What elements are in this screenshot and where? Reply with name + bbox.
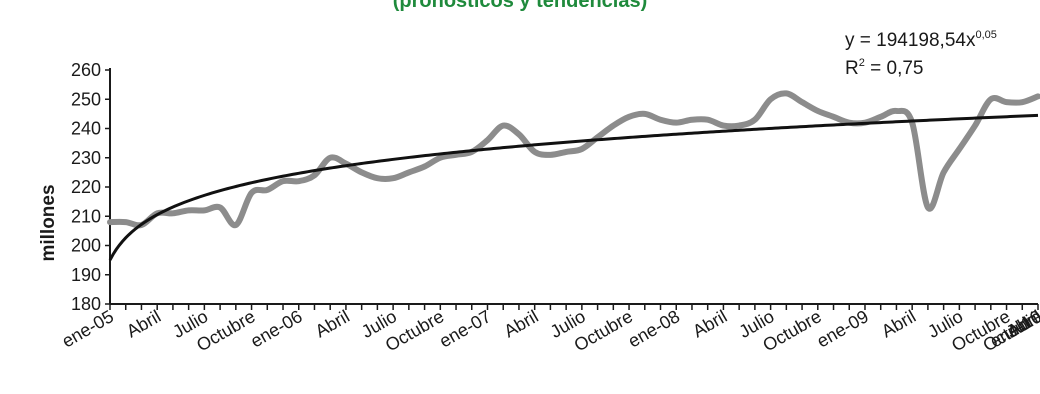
y-tick-label: 260: [71, 60, 101, 80]
series-point: [549, 154, 552, 156]
series-point: [533, 151, 536, 153]
series-point: [203, 209, 206, 212]
series-point: [706, 118, 709, 121]
x-tick-label: Abril: [500, 306, 541, 341]
series-point: [974, 124, 976, 127]
series-point: [612, 124, 615, 127]
series-point: [769, 98, 772, 101]
y-tick-label: 230: [71, 148, 101, 168]
series-point: [691, 118, 693, 121]
series-point: [219, 206, 221, 209]
x-axis-ticks: [109, 304, 1039, 310]
series-point: [817, 110, 819, 112]
x-tick-label: ene-06: [247, 306, 306, 351]
series-point: [439, 156, 442, 159]
series-line: [107, 90, 1040, 229]
trendline: [108, 113, 1039, 261]
series-point: [360, 171, 363, 174]
y-tick-label: 180: [71, 294, 101, 314]
series-point: [628, 116, 630, 118]
x-tick-label: Abril: [878, 306, 919, 341]
y-tick-label: 190: [71, 265, 101, 285]
series-point: [345, 162, 347, 165]
series-point: [722, 124, 725, 127]
axes: [109, 68, 1038, 305]
trend-equation-exponent: 0,05: [975, 29, 996, 41]
series-point: [565, 151, 567, 153]
series-point: [942, 171, 945, 174]
y-axis-ticks: 180 190 200 210 220 230 240 250 260: [71, 60, 110, 314]
series-point: [109, 221, 111, 223]
y-tick-label: 210: [71, 206, 101, 226]
y-tick-label: 250: [71, 89, 101, 109]
y-tick-label: 220: [71, 177, 101, 197]
series-point: [895, 110, 898, 112]
series-point: [1005, 101, 1008, 103]
x-tick-label: Abril: [123, 306, 164, 341]
y-tick-label: 200: [71, 236, 101, 256]
series-point: [596, 136, 599, 139]
series-point: [376, 177, 379, 180]
series-point: [172, 212, 174, 215]
series-point: [518, 133, 520, 136]
series-point: [1037, 95, 1039, 98]
series-point: [958, 148, 961, 150]
series-point: [785, 92, 788, 95]
series-point: [801, 101, 803, 103]
series-point: [754, 118, 756, 121]
series-point: [423, 165, 426, 168]
series-point: [250, 192, 253, 194]
x-tick-label: ene-09: [813, 306, 872, 351]
series-point: [392, 177, 394, 180]
series-point: [235, 224, 237, 226]
series-point: [124, 221, 127, 223]
x-tick-label: ene-07: [436, 306, 495, 351]
x-tick-label: Abril: [312, 306, 353, 341]
series-point: [927, 206, 929, 209]
series-point: [408, 171, 410, 174]
series-point: [313, 174, 316, 177]
series-point: [738, 124, 740, 127]
series-point: [282, 180, 284, 182]
series-point: [659, 118, 662, 121]
trend-r-squared: R2 = 0,75: [845, 57, 924, 79]
series-point: [329, 156, 332, 159]
plot-area: [107, 90, 1040, 261]
r2-label: R: [845, 58, 859, 79]
chart-subtitle: (pronósticos y tendencias): [393, 0, 648, 12]
series-point: [832, 116, 835, 118]
y-axis-label: millones: [38, 184, 59, 261]
r2-superscript: 2: [859, 57, 865, 69]
series-point: [1021, 101, 1024, 103]
series-point: [879, 116, 882, 118]
series-point: [266, 189, 269, 191]
series-point: [297, 180, 300, 182]
series-point: [187, 209, 190, 212]
r2-value: = 0,75: [865, 58, 924, 79]
x-tick-label: ene-08: [625, 306, 684, 351]
series-point: [455, 154, 457, 156]
trend-equation: y = 194198,54x0,05: [845, 29, 997, 51]
series-point: [486, 139, 489, 141]
trend-equation-base: y = 194198,54x: [845, 30, 976, 51]
series-point: [675, 121, 678, 124]
series-point: [643, 113, 646, 115]
series-point: [990, 98, 992, 101]
y-tick-label: 240: [71, 119, 101, 139]
series-point: [502, 124, 505, 127]
x-tick-label: Abril: [689, 306, 730, 341]
series-point: [581, 148, 583, 150]
